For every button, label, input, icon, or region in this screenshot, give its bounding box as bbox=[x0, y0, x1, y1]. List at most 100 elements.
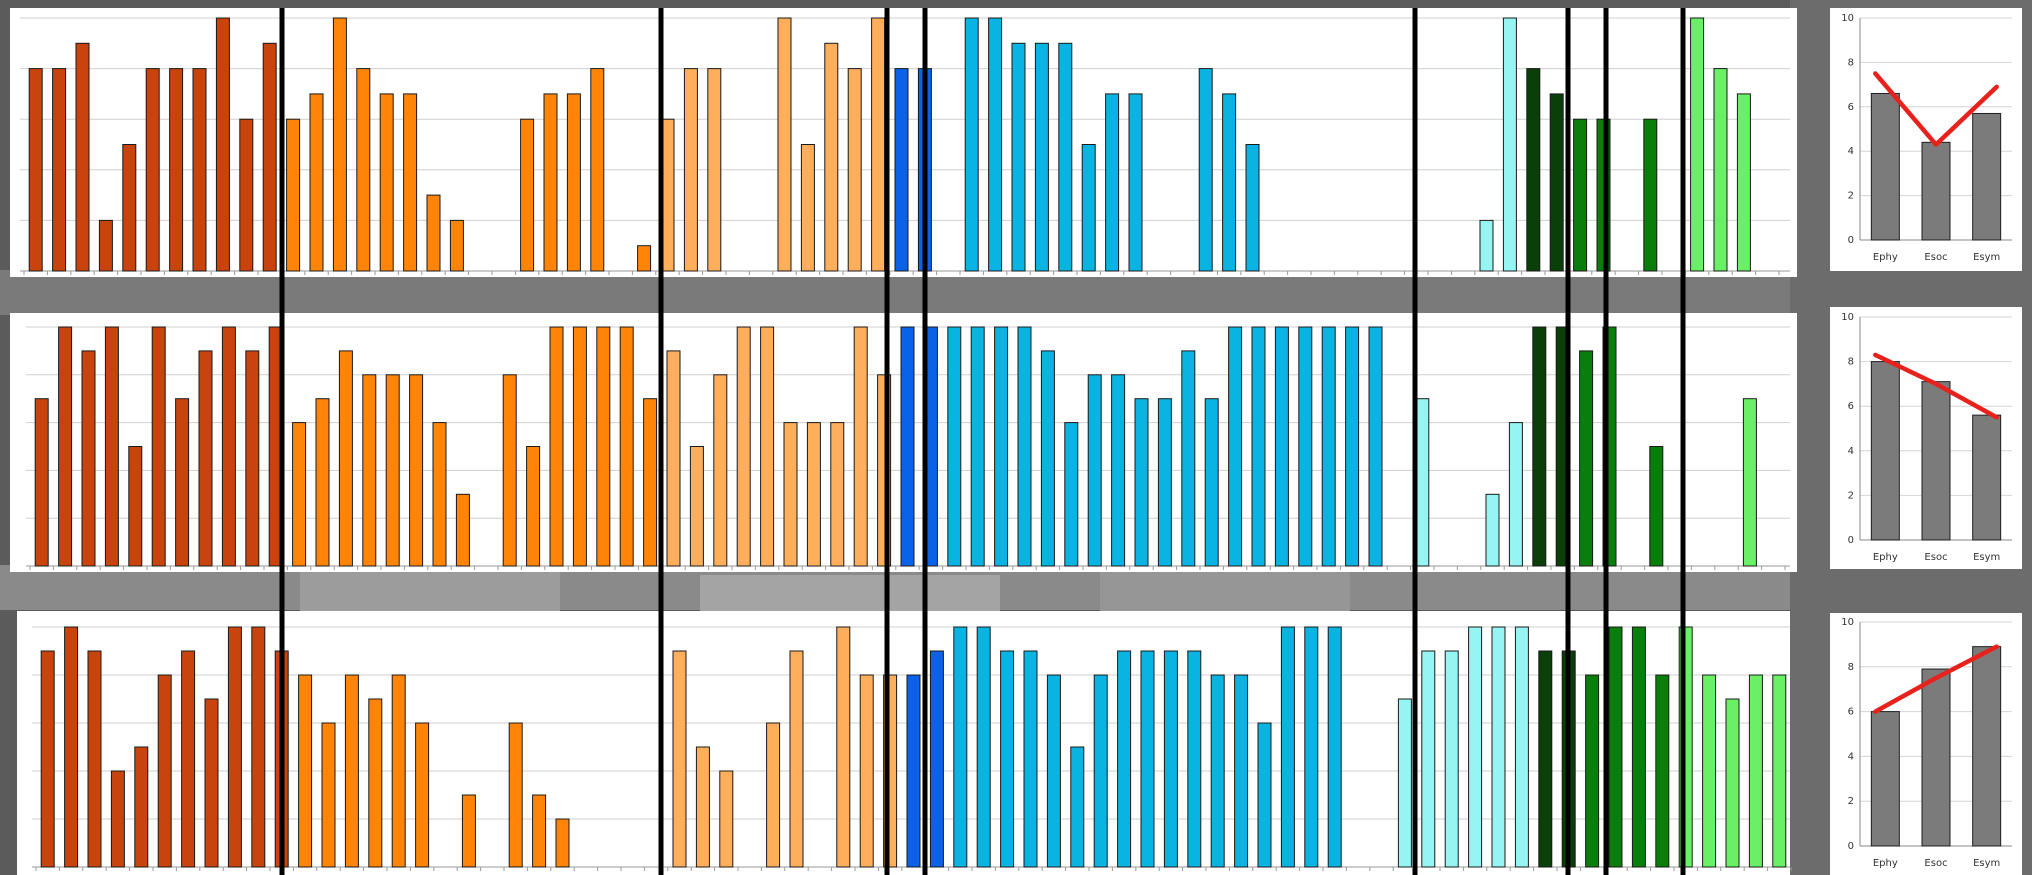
mini-y-tick-label: 6 bbox=[1848, 707, 1854, 718]
mini-y-tick-label: 4 bbox=[1848, 146, 1854, 157]
bar bbox=[1023, 650, 1038, 868]
mini-bar bbox=[1921, 668, 1951, 847]
bar bbox=[1491, 626, 1506, 868]
bar bbox=[719, 770, 734, 868]
bar bbox=[64, 626, 79, 868]
bar bbox=[1655, 674, 1670, 868]
bar bbox=[824, 42, 839, 272]
bar bbox=[1532, 326, 1547, 567]
bar bbox=[760, 326, 775, 567]
mini-x-tick-label: Esoc bbox=[1924, 252, 1947, 263]
bar bbox=[385, 374, 400, 567]
mini-y-tick-label: 4 bbox=[1848, 446, 1854, 457]
bar bbox=[292, 422, 307, 567]
bar bbox=[1251, 326, 1266, 567]
bar bbox=[947, 326, 962, 567]
bar bbox=[777, 17, 792, 272]
bar bbox=[227, 626, 242, 868]
bar bbox=[1725, 698, 1740, 868]
bar bbox=[736, 326, 751, 567]
bar bbox=[110, 770, 125, 868]
bar bbox=[181, 650, 196, 868]
bar bbox=[403, 93, 418, 272]
bar bbox=[1222, 93, 1237, 272]
bar bbox=[1198, 68, 1213, 272]
mini-y-tick-label: 2 bbox=[1848, 796, 1854, 807]
bar bbox=[830, 422, 845, 567]
bar bbox=[695, 746, 710, 868]
mini-y-tick-label: 8 bbox=[1848, 662, 1854, 673]
bar bbox=[643, 398, 658, 567]
bar bbox=[836, 626, 851, 868]
bar bbox=[1321, 326, 1336, 567]
bar bbox=[1187, 650, 1202, 868]
bar bbox=[415, 722, 430, 868]
bar bbox=[432, 422, 447, 567]
bar bbox=[309, 93, 324, 272]
bar bbox=[1643, 118, 1658, 272]
bar bbox=[1280, 626, 1295, 868]
bar bbox=[28, 68, 43, 272]
bar bbox=[1772, 674, 1787, 868]
bar bbox=[508, 722, 523, 868]
bar bbox=[128, 446, 143, 567]
mini-x-tick-label: Esoc bbox=[1924, 552, 1947, 563]
mini-bar bbox=[1972, 414, 2002, 541]
bar bbox=[192, 68, 207, 272]
bar bbox=[409, 374, 424, 567]
bar bbox=[683, 68, 698, 272]
bar bbox=[619, 326, 634, 567]
bar bbox=[1690, 17, 1705, 272]
bar bbox=[1163, 650, 1178, 868]
bar bbox=[286, 118, 301, 272]
bar bbox=[1228, 326, 1243, 567]
bar bbox=[1128, 93, 1143, 272]
bar bbox=[1538, 650, 1553, 868]
bar bbox=[1298, 326, 1313, 567]
mini-y-tick-label: 6 bbox=[1848, 401, 1854, 412]
bar bbox=[906, 674, 921, 868]
bar bbox=[449, 219, 464, 272]
mini-bar bbox=[1972, 112, 2002, 241]
bar bbox=[455, 493, 470, 567]
bar bbox=[145, 68, 160, 272]
bar bbox=[1274, 326, 1289, 567]
bar bbox=[1397, 698, 1412, 868]
bar bbox=[1479, 219, 1494, 272]
bar bbox=[1000, 650, 1015, 868]
bar bbox=[1573, 118, 1588, 272]
bar bbox=[1111, 374, 1126, 567]
mini-bar bbox=[1921, 381, 1951, 541]
bar bbox=[637, 245, 652, 272]
bar bbox=[151, 326, 166, 567]
bar bbox=[1608, 626, 1623, 868]
bar bbox=[461, 794, 476, 868]
mini-y-tick-label: 4 bbox=[1848, 751, 1854, 762]
bar bbox=[332, 17, 347, 272]
bar bbox=[1034, 42, 1049, 272]
bar bbox=[215, 17, 230, 272]
mini-y-tick-label: 2 bbox=[1848, 490, 1854, 501]
bar bbox=[543, 93, 558, 272]
bar bbox=[1134, 398, 1149, 567]
bar bbox=[239, 118, 254, 272]
bar bbox=[1702, 674, 1717, 868]
bar bbox=[1368, 326, 1383, 567]
mini-bar bbox=[1870, 711, 1900, 847]
bar bbox=[555, 818, 570, 868]
bar bbox=[362, 374, 377, 567]
bar bbox=[566, 93, 581, 272]
bar bbox=[87, 650, 102, 868]
bar bbox=[707, 68, 722, 272]
bar bbox=[298, 674, 313, 868]
bar bbox=[1046, 674, 1061, 868]
bar bbox=[502, 374, 517, 567]
bar bbox=[1204, 398, 1219, 567]
bar bbox=[766, 722, 781, 868]
mini-x-tick-label: Esoc bbox=[1924, 858, 1947, 869]
trend-line bbox=[1873, 352, 1999, 420]
bar bbox=[1257, 722, 1272, 868]
bar bbox=[976, 626, 991, 868]
